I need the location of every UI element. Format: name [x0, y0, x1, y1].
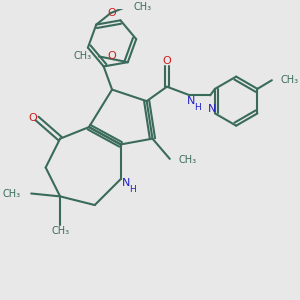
Text: N: N [208, 104, 216, 114]
Text: H: H [194, 103, 201, 112]
Text: CH₃: CH₃ [74, 51, 92, 62]
Text: O: O [163, 56, 171, 66]
Text: CH₃: CH₃ [51, 226, 69, 236]
Text: O: O [28, 113, 37, 124]
Text: CH₃: CH₃ [3, 188, 21, 199]
Text: N: N [187, 96, 196, 106]
Text: CH₃: CH₃ [178, 155, 196, 165]
Text: O: O [108, 51, 116, 62]
Text: O: O [108, 8, 116, 18]
Text: N: N [122, 178, 131, 188]
Text: CH₃: CH₃ [134, 2, 152, 12]
Text: CH₃: CH₃ [280, 75, 299, 85]
Text: H: H [129, 185, 136, 194]
